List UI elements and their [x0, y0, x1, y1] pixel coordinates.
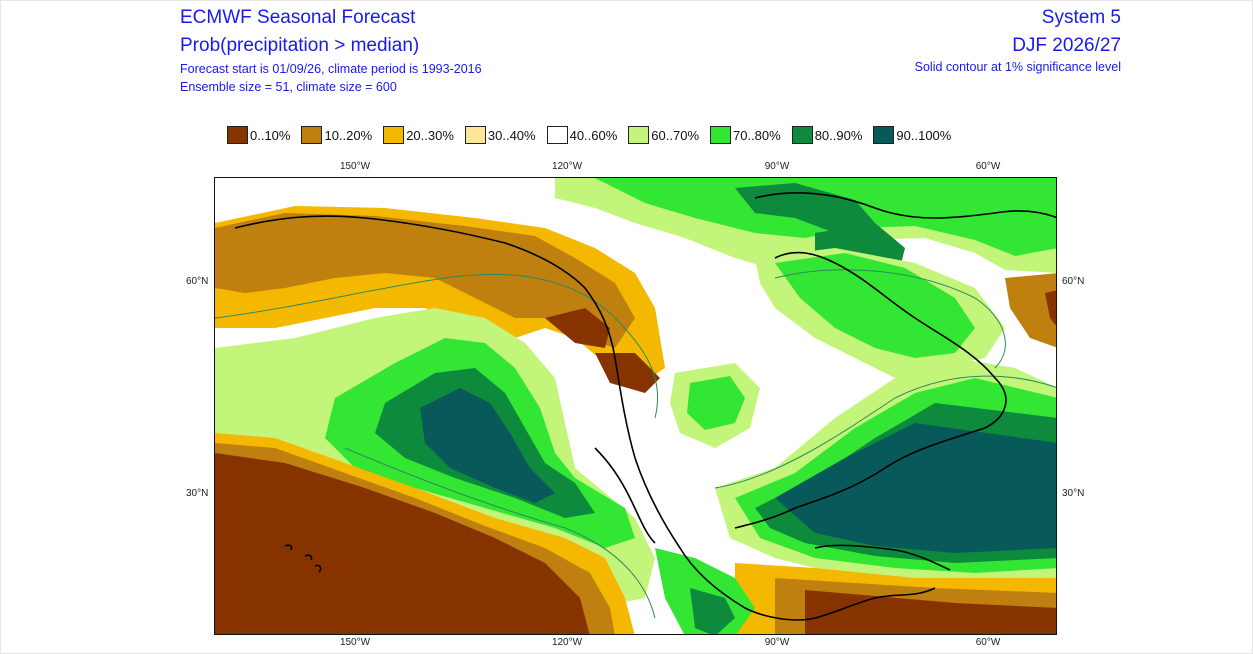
significance-contour: [215, 269, 1056, 619]
forecast-info-line2: Ensemble size = 51, climate size = 600: [180, 80, 397, 94]
legend-item: 80..90%: [791, 126, 863, 144]
region-caribbean-brown: [805, 590, 1056, 634]
region-alaska-brown: [545, 308, 610, 348]
legend-item: 90..100%: [873, 126, 951, 144]
significance-note: Solid contour at 1% significance level: [914, 60, 1121, 74]
legend-label: 60..70%: [651, 127, 699, 143]
legend-swatch: [301, 126, 323, 144]
legend-swatch: [546, 126, 568, 144]
system-label: System 5: [1041, 7, 1121, 28]
legend-item: 70..80%: [710, 126, 781, 144]
legend-label: 80..90%: [814, 127, 863, 143]
coastline: [234, 215, 936, 621]
region-atlantic-teal: [775, 423, 1056, 553]
legend-swatch: [227, 126, 248, 144]
chart-subtitle: Prob(precipitation > median): [180, 35, 420, 56]
coastline: [754, 192, 1056, 219]
lat-label-right: 30°N: [1062, 488, 1085, 499]
legend-label: 20..30%: [406, 127, 454, 143]
region-centralamerica-dark: [690, 588, 735, 634]
legend-swatch: [710, 126, 731, 144]
forecast-info-line1: Forecast start is 01/09/26, climate peri…: [180, 62, 482, 76]
lon-label-top: 60°W: [975, 161, 1001, 172]
legend-item: 30..40%: [464, 126, 536, 144]
lon-label-top: 150°W: [339, 161, 371, 172]
lat-label-right: 60°N: [1062, 276, 1085, 287]
region-central-green: [687, 376, 745, 430]
legend-swatch: [464, 126, 486, 144]
region-labrador-orange: [1005, 273, 1056, 348]
legend-item: 20..30%: [383, 126, 454, 144]
coastline: [814, 544, 951, 571]
lon-label-bottom: 120°W: [551, 637, 583, 648]
lon-label-bottom: 90°W: [764, 637, 790, 648]
region-subtropic-brown: [215, 453, 590, 634]
legend-item: 60..70%: [628, 126, 699, 144]
legend-label: 40..60%: [569, 127, 618, 143]
chart-title: ECMWF Seasonal Forecast: [180, 7, 416, 28]
lon-label-top: 120°W: [551, 161, 583, 172]
color-legend: 0..10% 10..20% 20..30% 30..40% 40..60% 6…: [227, 124, 962, 146]
legend-swatch: [383, 126, 405, 144]
legend-label: 0..10%: [250, 127, 291, 143]
legend-item: 40..60%: [546, 126, 618, 144]
legend-item: 10..20%: [301, 126, 372, 144]
legend-swatch: [873, 126, 895, 144]
legend-label: 90..100%: [896, 127, 952, 143]
coastline: [594, 447, 656, 544]
region-west-brown: [595, 353, 660, 393]
probability-map-svg: [215, 178, 1056, 634]
coastline: [734, 251, 1007, 529]
legend-label: 70..80%: [733, 127, 781, 143]
region-alaska-orange: [215, 213, 635, 348]
legend-swatch: [628, 126, 650, 144]
region-pacific-teal: [420, 388, 555, 503]
lon-label-bottom: 150°W: [339, 637, 371, 648]
coastline: [284, 544, 322, 573]
region-eastcanada-green: [775, 253, 975, 358]
legend-swatch: [791, 126, 813, 144]
forecast-map: [214, 177, 1057, 635]
legend-label: 10..20%: [324, 127, 373, 143]
season-label: DJF 2026/27: [1012, 35, 1121, 56]
lat-label-left: 60°N: [186, 276, 209, 287]
lon-label-bottom: 60°W: [975, 637, 1001, 648]
lat-label-left: 30°N: [186, 488, 209, 499]
legend-label: 30..40%: [487, 127, 536, 143]
lon-label-top: 90°W: [764, 161, 790, 172]
region-labrador-brown: [1045, 290, 1056, 326]
legend-item: 0..10%: [227, 126, 290, 144]
